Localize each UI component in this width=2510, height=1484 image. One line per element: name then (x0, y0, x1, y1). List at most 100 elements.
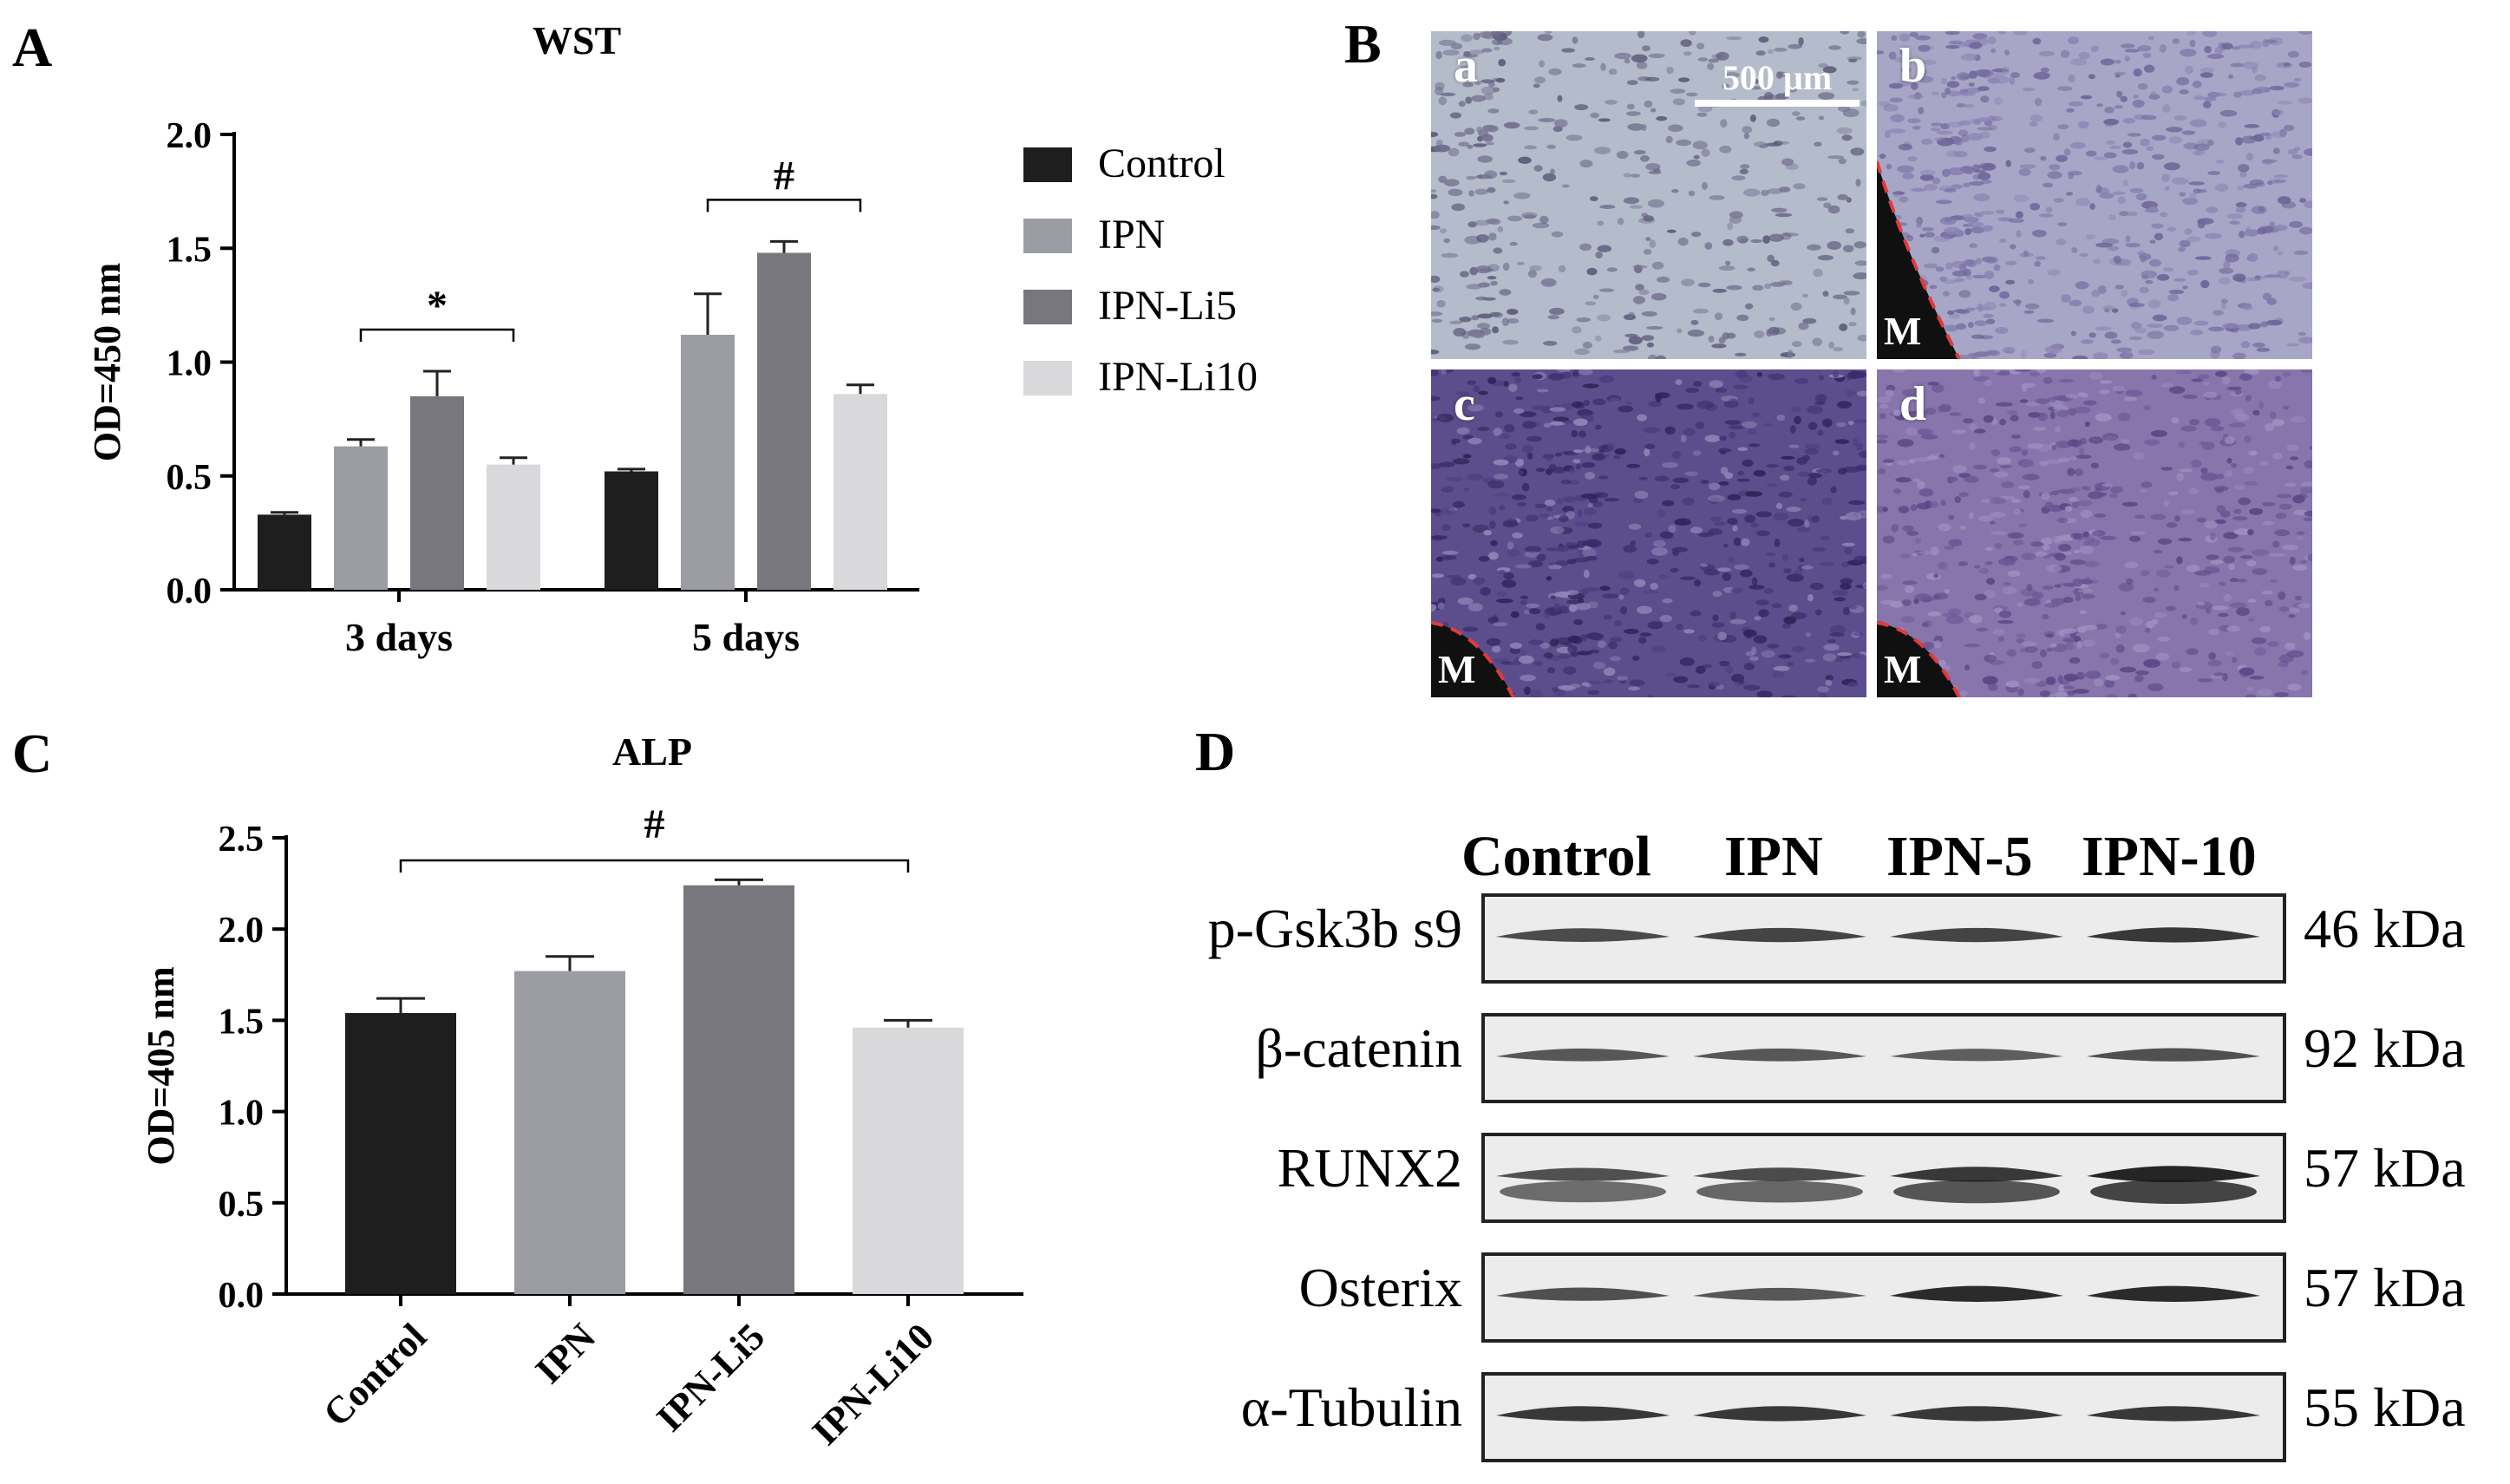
cell-mark (1567, 635, 1580, 644)
blot-col-control: Control (1461, 825, 1651, 888)
cell-mark (1928, 500, 1938, 508)
cell-mark (1640, 124, 1647, 131)
cell-mark (1654, 475, 1670, 482)
cell-mark (1688, 190, 1696, 197)
cell-mark (2110, 486, 2123, 494)
blot-col-ipn-10: IPN-10 (2082, 825, 2257, 888)
cell-mark (1487, 276, 1497, 280)
cell-mark (2054, 691, 2069, 697)
cell-mark (1792, 341, 1802, 348)
cell-mark (1948, 514, 1955, 520)
cell-mark (2283, 405, 2290, 410)
cell-mark (2226, 457, 2232, 464)
cell-mark (1828, 45, 1841, 50)
cell-mark (2090, 45, 2099, 53)
cell-mark (1983, 302, 1997, 311)
cell-mark (2064, 642, 2075, 650)
cell-mark (2093, 678, 2104, 687)
cell-mark (1921, 138, 1933, 145)
cell-mark (2287, 683, 2302, 691)
cell-mark (1902, 389, 1919, 396)
cell-mark (1919, 174, 1934, 181)
cell-mark (2025, 402, 2041, 407)
cell-mark (2297, 603, 2311, 609)
cell-mark (1489, 520, 1496, 529)
cell-mark (1597, 314, 1611, 322)
cell-mark (1681, 278, 1695, 287)
cell-mark (2023, 677, 2041, 684)
cell-mark (2251, 637, 2267, 644)
cell-mark (1766, 464, 1779, 468)
cell-mark (2266, 319, 2283, 326)
cell-mark (2286, 444, 2299, 452)
cell-mark (1687, 330, 1705, 337)
cell-mark (2247, 598, 2257, 603)
chart-c-ytick-label: 2.5 (219, 820, 265, 860)
cell-mark (2240, 341, 2251, 349)
cell-mark (1982, 676, 1998, 685)
cell-mark (2080, 624, 2098, 631)
cell-mark (1910, 82, 1918, 90)
cell-mark (2176, 317, 2193, 325)
cell-mark (1921, 226, 1934, 232)
cell-mark (1778, 491, 1793, 498)
cell-mark (2189, 193, 2198, 199)
chart-a-ytick-label: 1.5 (167, 230, 212, 270)
cell-mark (1570, 652, 1579, 657)
cell-mark (1629, 679, 1645, 687)
cell-mark (1477, 313, 1494, 319)
cell-mark (1554, 452, 1562, 457)
cell-mark (2186, 269, 2199, 276)
cell-mark (2021, 552, 2036, 560)
cell-mark (2054, 584, 2062, 588)
cell-mark (1959, 525, 1967, 530)
cell-mark (1977, 86, 1990, 91)
cell-mark (2225, 469, 2233, 478)
cell-mark (1777, 141, 1789, 145)
cell-mark (2243, 305, 2253, 311)
cell-mark (2219, 267, 2234, 274)
cell-mark (2200, 467, 2208, 474)
cell-mark (1933, 592, 1948, 600)
cell-mark (2265, 599, 2273, 606)
cell-mark (2122, 501, 2138, 507)
cell-mark (2291, 154, 2303, 160)
cell-mark (1579, 634, 1588, 642)
cell-mark (1686, 92, 1698, 97)
cell-mark (2193, 95, 2206, 101)
cell-mark (2216, 505, 2226, 513)
cell-mark (2010, 72, 2021, 78)
cell-mark (1794, 415, 1801, 425)
cell-mark (1467, 404, 1484, 412)
cell-mark (1917, 428, 1933, 435)
cell-mark (1879, 403, 1889, 409)
cell-mark (1503, 200, 1509, 205)
cell-mark (2278, 592, 2286, 600)
cell-mark (1435, 82, 1445, 90)
cell-mark (2105, 675, 2121, 681)
cell-mark (2201, 441, 2215, 450)
cell-mark (2115, 644, 2125, 653)
cell-mark (2270, 579, 2278, 584)
cell-mark (1833, 294, 1847, 300)
cell-mark (2180, 667, 2192, 672)
cell-mark (1935, 266, 1945, 272)
cell-mark (1953, 309, 1968, 313)
cell-mark (1786, 507, 1801, 513)
cell-mark (1984, 350, 1998, 356)
cell-mark (1727, 518, 1738, 526)
cell-mark (1487, 186, 1496, 193)
cell-mark (1984, 590, 1996, 598)
cell-mark (1968, 322, 1974, 329)
cell-mark (1735, 369, 1748, 378)
cell-mark (2196, 517, 2206, 523)
cell-mark (2219, 109, 2238, 117)
chart-a-bar-ipn-li10-3-days (487, 464, 540, 590)
chart-a-bar-ipn-li5-3-days (410, 396, 464, 590)
cell-mark (1969, 442, 1976, 450)
cell-mark (1717, 631, 1727, 641)
cell-mark (1644, 448, 1650, 457)
cell-mark (1552, 416, 1569, 422)
cell-mark (2093, 258, 2101, 265)
blot-strip-p-gsk3b-s9 (1481, 893, 2286, 984)
